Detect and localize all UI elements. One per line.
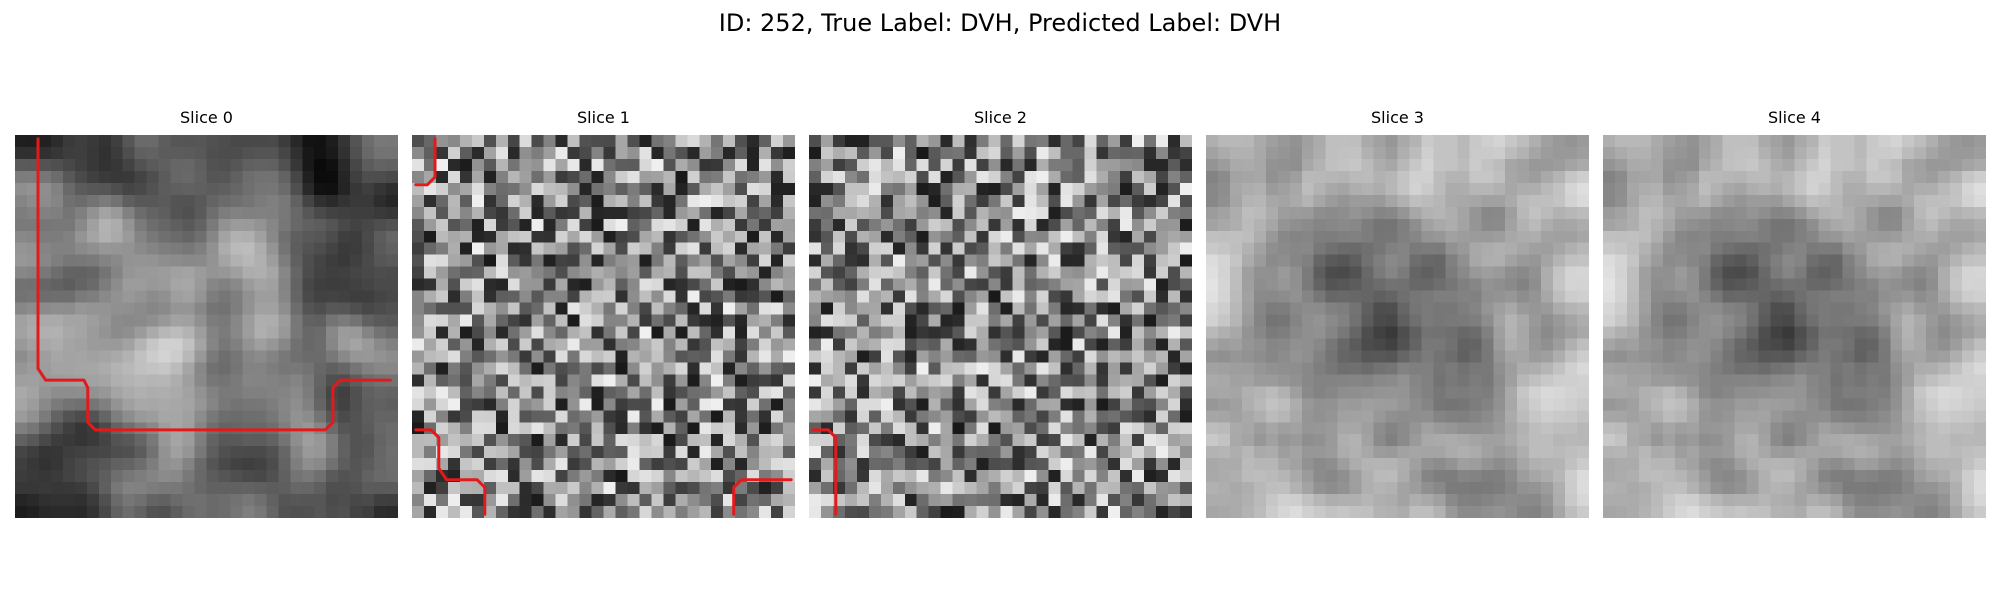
contour-line — [414, 137, 437, 187]
pixel-grid — [412, 135, 795, 518]
slice-panel-4: Slice 4 — [1603, 108, 1986, 518]
contour-line — [732, 478, 793, 516]
contour-line — [811, 428, 838, 516]
slice-image — [1206, 135, 1589, 518]
pixel-grid — [1603, 135, 1986, 518]
contour-line — [414, 428, 487, 516]
slice-panel-2: Slice 2 — [809, 108, 1192, 518]
pixel-grid — [1206, 135, 1589, 518]
figure-title: ID: 252, True Label: DVH, Predicted Labe… — [718, 9, 1282, 37]
slice-panel-0: Slice 0 — [15, 108, 398, 518]
slice-title: Slice 0 — [180, 108, 233, 127]
pixel-grid — [15, 135, 398, 518]
slice-image — [412, 135, 795, 518]
slice-title: Slice 1 — [577, 108, 630, 127]
slice-title: Slice 3 — [1371, 108, 1424, 127]
slice-image — [15, 135, 398, 518]
slice-title: Slice 2 — [974, 108, 1027, 127]
slice-panel-1: Slice 1 — [412, 108, 795, 518]
slice-image — [809, 135, 1192, 518]
pixel-grid — [809, 135, 1192, 518]
contour-line — [36, 137, 392, 432]
slice-title: Slice 4 — [1768, 108, 1821, 127]
slice-panel-3: Slice 3 — [1206, 108, 1589, 518]
slice-image — [1603, 135, 1986, 518]
